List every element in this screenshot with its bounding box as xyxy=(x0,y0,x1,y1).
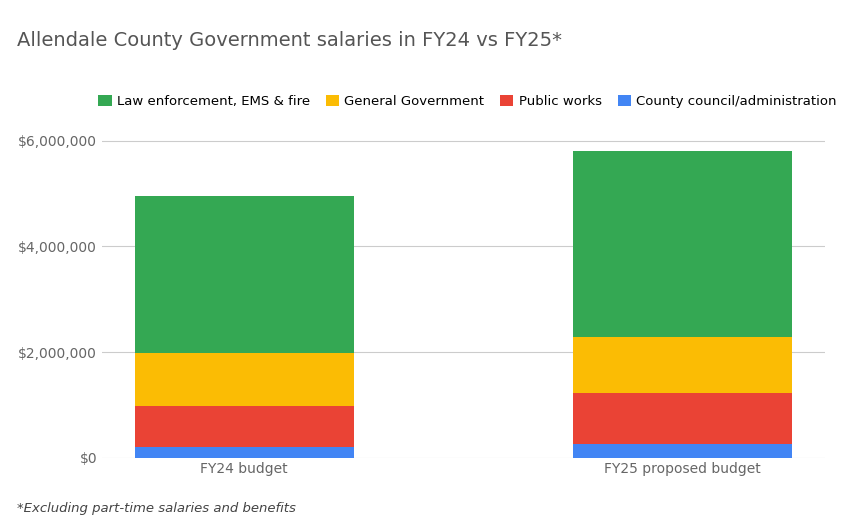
Text: *Excluding part-time salaries and benefits: *Excluding part-time salaries and benefi… xyxy=(17,502,296,515)
Bar xyxy=(573,337,791,393)
Legend: Law enforcement, EMS & fire, General Government, Public works, County council/ad: Law enforcement, EMS & fire, General Gov… xyxy=(94,90,842,113)
Text: Allendale County Government salaries in FY24 vs FY25*: Allendale County Government salaries in … xyxy=(17,31,562,50)
Bar xyxy=(135,196,354,353)
Bar xyxy=(135,447,354,458)
Bar xyxy=(573,393,791,444)
Bar xyxy=(135,406,354,447)
Bar xyxy=(135,353,354,406)
Bar xyxy=(573,151,791,337)
Bar xyxy=(573,444,791,458)
